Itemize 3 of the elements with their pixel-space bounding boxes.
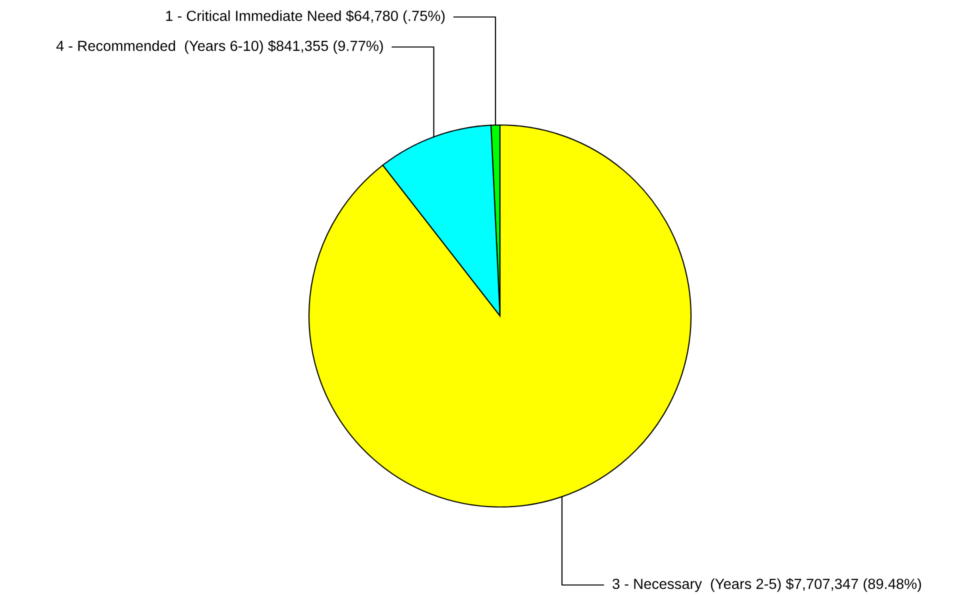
slice-label: 3 - Necessary (Years 2-5) $7,707,347 (89.48%) <box>612 578 922 592</box>
slice-label: 4 - Recommended (Years 6-10) $841,355 (9.77%) <box>56 40 383 54</box>
slice-label: 1 - Critical Immediate Need $64,780 (.75%) <box>166 10 445 24</box>
